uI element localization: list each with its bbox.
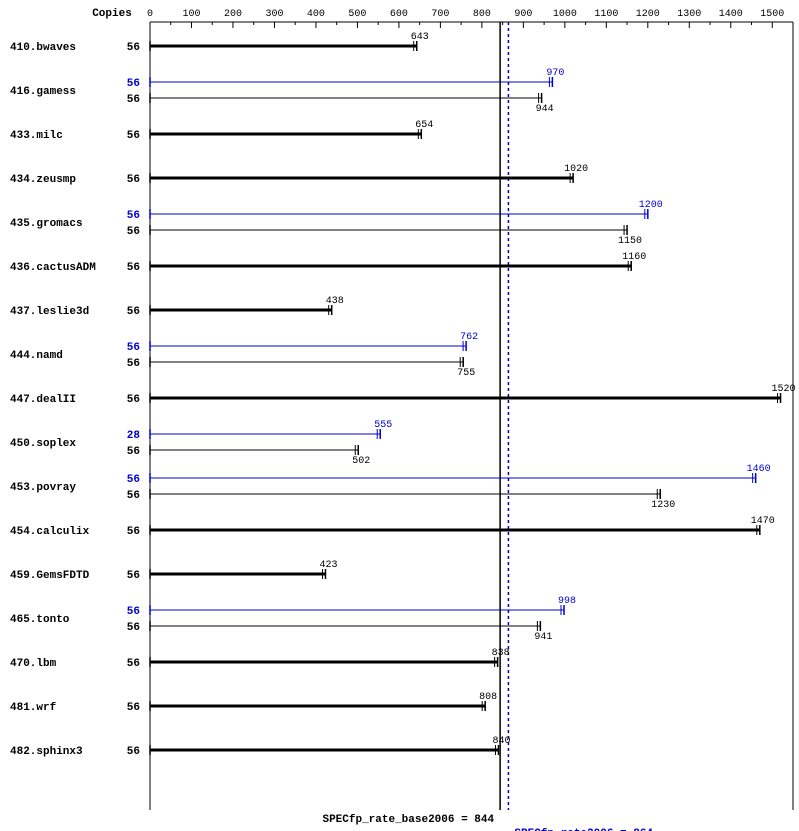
copies-value: 56 (127, 226, 140, 238)
bar-value: 654 (415, 120, 433, 131)
bar-value: 838 (492, 648, 510, 659)
copies-value: 56 (127, 210, 140, 222)
bar-value: 438 (326, 296, 344, 307)
copies-value: 56 (127, 446, 140, 458)
tick-label: 1200 (636, 9, 660, 20)
tick-label: 1100 (594, 9, 618, 20)
benchmark-chart: 0 100 200 300 400 500 600 700 800 900 1000 1100 1200… (0, 0, 799, 831)
copies-value: 56 (127, 94, 140, 106)
benchmark-name: 450.soplex (10, 438, 76, 450)
tick-label: 600 (390, 9, 408, 20)
bar-value: 1230 (651, 500, 675, 511)
bar-value: 944 (536, 104, 554, 115)
tick-label: 900 (514, 9, 532, 20)
benchmark-name: 434.zeusmp (10, 174, 76, 186)
bar-value: 1520 (772, 384, 796, 395)
benchmark-name: 459.GemsFDTD (10, 570, 90, 582)
bar-value: 555 (374, 420, 392, 431)
copies-value: 56 (127, 358, 140, 370)
bar-value: 1470 (751, 516, 775, 527)
bar-value: 941 (534, 632, 552, 643)
tick-label: 700 (431, 9, 449, 20)
bar-value: 755 (457, 368, 475, 379)
bar-value: 502 (352, 456, 370, 467)
bar-value: 1160 (622, 252, 646, 263)
bar-value: 1460 (747, 464, 771, 475)
reference-label: SPECfp_rate_base2006 = 844 (322, 814, 494, 826)
benchmark-name: 447.dealII (10, 394, 76, 406)
copies-value: 56 (127, 394, 140, 406)
tick-label: 1300 (677, 9, 701, 20)
benchmark-name: 433.milc (10, 130, 63, 142)
axis-label: Copies (92, 8, 132, 20)
copies-value: 56 (127, 570, 140, 582)
benchmark-name: 470.lbm (10, 658, 57, 670)
bar-value: 762 (460, 332, 478, 343)
copies-value: 56 (127, 342, 140, 354)
bar-value: 970 (546, 68, 564, 79)
copies-value: 56 (127, 746, 140, 758)
bar-value: 1150 (618, 236, 642, 247)
copies-value: 56 (127, 474, 140, 486)
copies-value: 56 (127, 42, 140, 54)
bar-value: 643 (411, 32, 429, 43)
tick-label: 400 (307, 9, 325, 20)
copies-value: 56 (127, 526, 140, 538)
copies-value: 56 (127, 606, 140, 618)
tick-label: 800 (473, 9, 491, 20)
benchmark-name: 435.gromacs (10, 218, 83, 230)
tick-label: 1400 (719, 9, 743, 20)
copies-value: 56 (127, 262, 140, 274)
bar-value: 998 (558, 596, 576, 607)
benchmark-name: 465.tonto (10, 614, 70, 626)
copies-value: 56 (127, 490, 140, 502)
benchmark-name: 481.wrf (10, 702, 57, 714)
benchmark-name: 437.leslie3d (10, 306, 89, 318)
tick-label: 1500 (760, 9, 784, 20)
tick-label: 0 (147, 9, 153, 20)
benchmark-name: 410.bwaves (10, 42, 76, 54)
tick-label: 500 (348, 9, 366, 20)
tick-label: 300 (265, 9, 283, 20)
bar-value: 423 (319, 560, 337, 571)
copies-value: 56 (127, 306, 140, 318)
copies-value: 56 (127, 658, 140, 670)
benchmark-name: 454.calculix (10, 526, 90, 538)
copies-value: 56 (127, 702, 140, 714)
tick-label: 200 (224, 9, 242, 20)
copies-value: 56 (127, 78, 140, 90)
benchmark-name: 416.gamess (10, 86, 76, 98)
copies-value: 56 (127, 130, 140, 142)
benchmark-name: 436.cactusADM (10, 262, 96, 274)
copies-value: 28 (127, 430, 141, 442)
bar-value: 1020 (564, 164, 588, 175)
bar-value: 808 (479, 692, 497, 703)
copies-value: 56 (127, 174, 140, 186)
benchmark-name: 482.sphinx3 (10, 746, 83, 758)
tick-label: 1000 (553, 9, 577, 20)
bar-value: 1200 (639, 200, 663, 211)
copies-value: 56 (127, 622, 140, 634)
benchmark-name: 444.namd (10, 350, 63, 362)
bar-value: 840 (492, 736, 510, 747)
benchmark-name: 453.povray (10, 482, 76, 494)
tick-label: 100 (182, 9, 200, 20)
